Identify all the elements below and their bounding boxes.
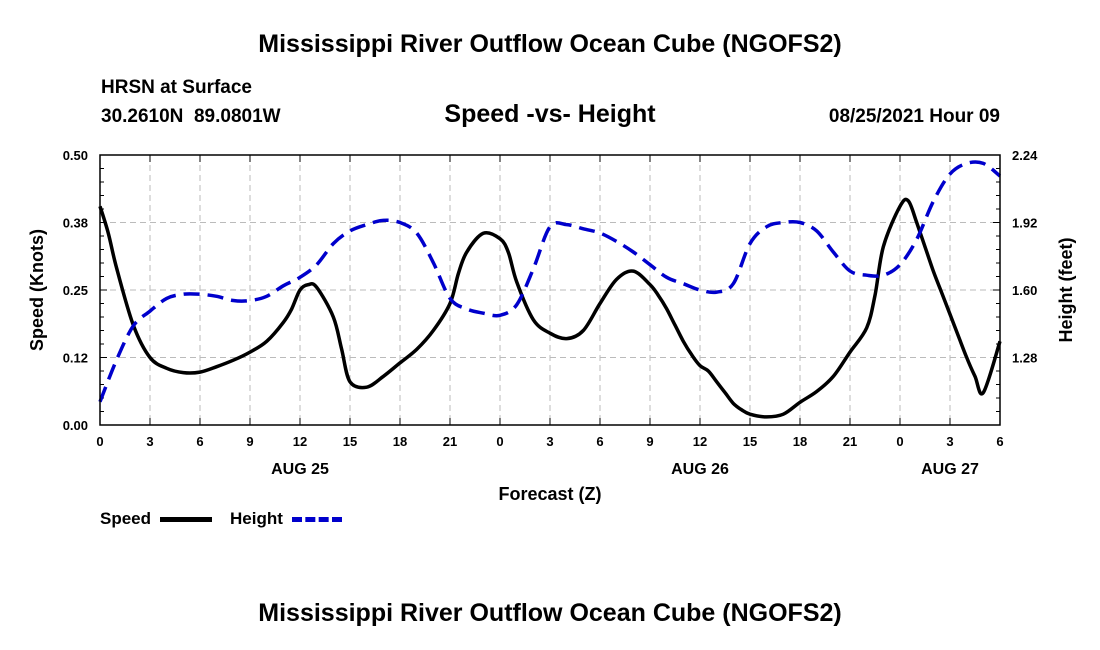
x-tick-label: 18: [793, 434, 807, 449]
y-tick-label: 0.25: [63, 283, 88, 298]
chart-subtitle: Speed -vs- Height: [444, 100, 656, 128]
x-tick-label: 15: [743, 434, 757, 449]
x-tick-label: 3: [946, 434, 953, 449]
date-label: AUG 27: [921, 461, 979, 478]
speed-series-line: [98, 197, 1002, 419]
y2-tick-label: 1.92: [1012, 216, 1037, 231]
x-axis-label: Forecast (Z): [498, 484, 601, 504]
x-tick-label: 6: [596, 434, 603, 449]
y-tick-label: 0.50: [63, 148, 88, 163]
x-tick-label: 15: [343, 434, 357, 449]
chart-series: [98, 160, 1002, 419]
chart-grid: [100, 155, 1000, 425]
y2-tick-label: 1.60: [1012, 283, 1037, 298]
legend-speed-swatch: [160, 517, 212, 522]
x-tick-label: 12: [293, 434, 307, 449]
x-tick-label: 3: [546, 434, 553, 449]
y-tick-label: 0.12: [63, 351, 88, 366]
x-tick-label: 21: [443, 434, 457, 449]
footer-title: Mississippi River Outflow Ocean Cube (NG…: [258, 599, 842, 627]
x-tick-label: 6: [196, 434, 203, 449]
legend-height-label: Height: [230, 509, 283, 528]
date-label: AUG 26: [671, 461, 729, 478]
x-tick-label: 9: [646, 434, 653, 449]
y2-tick-label: 2.24: [1012, 148, 1038, 163]
x-tick-label: 0: [896, 434, 903, 449]
page-title: Mississippi River Outflow Ocean Cube (NG…: [258, 30, 842, 58]
y-axis-label: Speed (Knots): [27, 229, 47, 351]
station-label: HRSN at Surface: [101, 77, 252, 98]
date-label: AUG 25: [271, 461, 329, 478]
legend-speed-label: Speed: [100, 509, 152, 528]
y2-tick-label: 1.28: [1012, 351, 1037, 366]
legend-height-swatch: [292, 517, 342, 522]
station-coordinates: 30.2610N 89.0801W: [101, 106, 281, 127]
x-tick-label: 9: [246, 434, 253, 449]
x-tick-label: 0: [96, 434, 103, 449]
x-tick-label: 21: [843, 434, 857, 449]
y2-axis-label: Height (feet): [1056, 238, 1076, 343]
y-tick-label: 0.00: [63, 418, 88, 433]
x-tick-label: 18: [393, 434, 407, 449]
y-tick-label: 0.38: [63, 216, 88, 231]
x-tick-label: 0: [496, 434, 503, 449]
x-tick-label: 6: [996, 434, 1003, 449]
x-tick-label: 3: [146, 434, 153, 449]
forecast-datetime: 08/25/2021 Hour 09: [828, 106, 1000, 127]
plot-frame: [99, 154, 1001, 426]
height-series-line: [98, 160, 1002, 403]
date-labels: AUG 25 AUG 26 AUG 27: [271, 461, 979, 478]
x-tick-label: 12: [693, 434, 707, 449]
